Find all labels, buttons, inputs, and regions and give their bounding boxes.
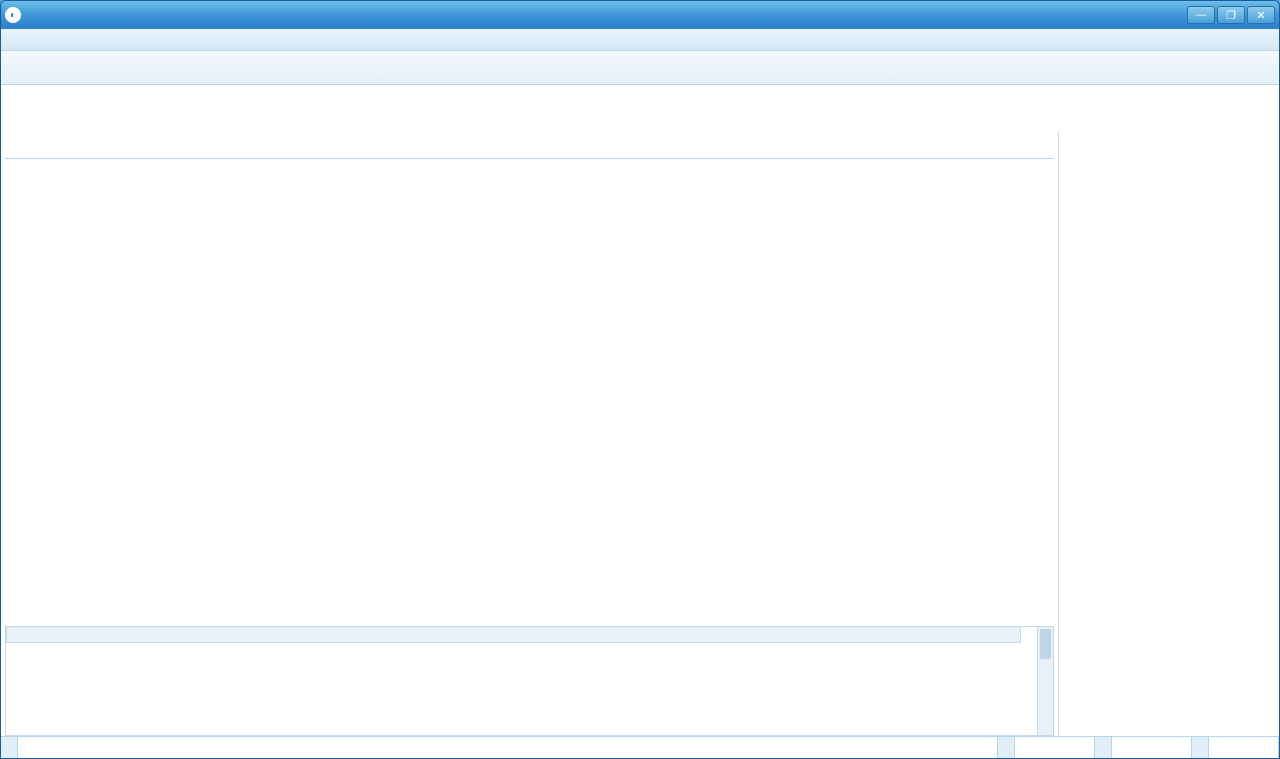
status-step-value xyxy=(1112,737,1192,758)
status-sensor-label xyxy=(998,737,1015,758)
status-step-label xyxy=(1095,737,1112,758)
menubar xyxy=(1,29,1279,51)
table-hscroll[interactable] xyxy=(6,627,1021,643)
toolbar xyxy=(1,51,1279,85)
app-icon: ◐ xyxy=(5,7,21,23)
close-button[interactable]: ✕ xyxy=(1247,6,1275,24)
status-state-value xyxy=(1209,737,1279,758)
statusbar xyxy=(1,736,1279,758)
table-vscroll[interactable] xyxy=(1038,626,1054,736)
status-path-label xyxy=(1,737,18,758)
status-sensor-value xyxy=(1015,737,1095,758)
chart[interactable] xyxy=(49,169,1034,622)
titlebar: ◐ — ❐ ✕ xyxy=(1,1,1279,29)
minimize-button[interactable]: — xyxy=(1187,6,1215,24)
maximize-button[interactable]: ❐ xyxy=(1217,6,1245,24)
status-path-value xyxy=(18,737,998,758)
status-state-label xyxy=(1192,737,1209,758)
